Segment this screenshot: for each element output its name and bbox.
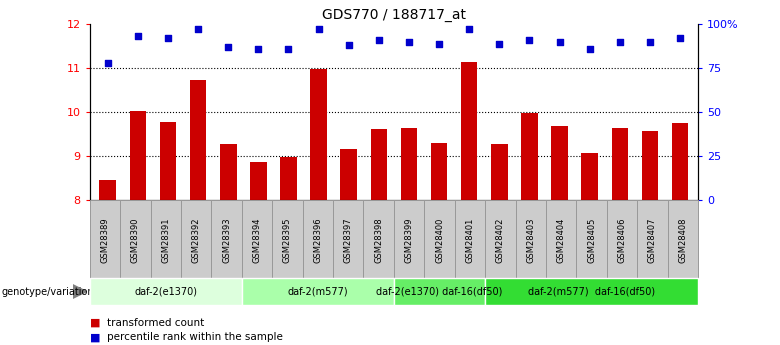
Point	[312, 27, 324, 32]
Point	[222, 44, 235, 50]
Text: GSM28397: GSM28397	[344, 218, 353, 264]
Text: GSM28401: GSM28401	[466, 218, 474, 263]
Bar	[310, 69, 327, 200]
Bar	[220, 144, 236, 200]
Point	[463, 27, 476, 32]
Text: daf-2(m577)  daf-16(df50): daf-2(m577) daf-16(df50)	[528, 287, 655, 296]
Point	[402, 39, 415, 45]
Text: GSM28406: GSM28406	[618, 218, 626, 263]
Text: GSM28402: GSM28402	[496, 218, 505, 263]
Text: percentile rank within the sample: percentile rank within the sample	[107, 333, 282, 342]
Bar	[431, 143, 448, 200]
Text: GSM28389: GSM28389	[101, 218, 109, 264]
Point	[433, 41, 445, 46]
Bar	[370, 129, 387, 200]
Text: daf-2(m577): daf-2(m577)	[288, 287, 348, 296]
Point	[132, 34, 144, 39]
Bar	[250, 162, 267, 200]
Text: GSM28408: GSM28408	[679, 218, 687, 263]
Point	[674, 36, 686, 41]
Point	[553, 39, 566, 45]
Text: GSM28399: GSM28399	[405, 218, 413, 263]
Text: GSM28404: GSM28404	[557, 218, 566, 263]
Title: GDS770 / 188717_at: GDS770 / 188717_at	[322, 8, 466, 22]
Bar	[581, 153, 598, 200]
Bar	[672, 123, 688, 200]
Text: GSM28396: GSM28396	[314, 218, 322, 264]
Point	[493, 41, 505, 46]
Point	[282, 46, 295, 51]
Text: ■: ■	[90, 318, 100, 327]
Point	[192, 27, 204, 32]
Bar	[521, 114, 537, 200]
Text: ■: ■	[90, 333, 100, 342]
Text: GSM28394: GSM28394	[253, 218, 261, 263]
Point	[644, 39, 656, 45]
Bar	[491, 144, 508, 200]
Point	[523, 37, 536, 43]
Point	[583, 46, 596, 51]
Bar	[100, 180, 116, 200]
Point	[101, 60, 114, 66]
Text: GSM28398: GSM28398	[374, 218, 383, 264]
Text: GSM28403: GSM28403	[526, 218, 535, 263]
Bar	[190, 80, 207, 200]
Polygon shape	[73, 285, 87, 298]
Text: GSM28400: GSM28400	[435, 218, 444, 263]
Bar	[401, 128, 417, 200]
Bar	[280, 157, 296, 200]
Text: daf-2(e1370) daf-16(df50): daf-2(e1370) daf-16(df50)	[376, 287, 503, 296]
Text: GSM28392: GSM28392	[192, 218, 200, 263]
Point	[373, 37, 385, 43]
Bar	[612, 128, 628, 200]
Bar	[461, 61, 477, 200]
Point	[342, 42, 355, 48]
Point	[252, 46, 264, 51]
Text: daf-2(e1370): daf-2(e1370)	[134, 287, 197, 296]
Bar	[129, 111, 146, 200]
Text: GSM28407: GSM28407	[648, 218, 657, 263]
Bar	[160, 122, 176, 200]
Text: GSM28393: GSM28393	[222, 218, 231, 264]
Bar	[642, 131, 658, 200]
Point	[161, 36, 174, 41]
Bar	[551, 126, 568, 200]
Text: GSM28405: GSM28405	[587, 218, 596, 263]
Text: genotype/variation: genotype/variation	[2, 287, 94, 296]
Point	[614, 39, 626, 45]
Text: GSM28395: GSM28395	[283, 218, 292, 263]
Text: GSM28391: GSM28391	[161, 218, 170, 263]
Text: GSM28390: GSM28390	[131, 218, 140, 263]
Text: transformed count: transformed count	[107, 318, 204, 327]
Bar	[340, 149, 357, 200]
